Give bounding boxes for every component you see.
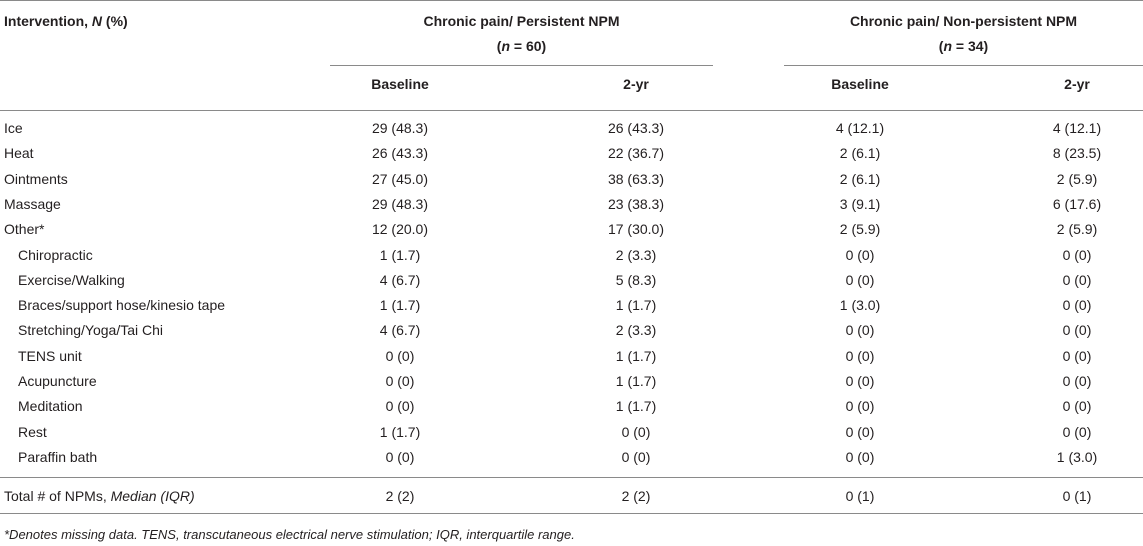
table-cell: 1 (1.7) (615, 373, 657, 389)
row-label: Meditation (18, 398, 83, 414)
table-cell: 0 (0) (1062, 398, 1092, 414)
row-label: Rest (18, 424, 47, 440)
table-cell: 0 (0) (385, 373, 415, 389)
table-cell: 0 (0) (1062, 348, 1092, 364)
table-cell: 0 (0) (385, 449, 415, 465)
table-cell: 0 (0) (621, 424, 651, 440)
table-cell: 2 (6.1) (839, 171, 881, 187)
group2-underline (784, 65, 1143, 66)
col-baseline-1: Baseline (371, 76, 429, 92)
row-label: TENS unit (18, 348, 82, 364)
table-cell: 4 (6.7) (379, 272, 421, 288)
footnote: *Denotes missing data. TENS, transcutane… (4, 527, 575, 542)
table-cell: 0 (0) (845, 322, 875, 338)
row-label: Ice (4, 120, 23, 136)
table-cell: 29 (48.3) (371, 196, 429, 212)
table-cell: 0 (0) (1062, 247, 1092, 263)
table-cell: 8 (23.5) (1052, 145, 1102, 161)
row-label: Paraffin bath (18, 449, 98, 465)
table-cell: 4 (12.1) (835, 120, 885, 136)
group1-underline (330, 65, 713, 66)
table-cell: 12 (20.0) (371, 221, 429, 237)
table-cell: 26 (43.3) (607, 120, 665, 136)
table-cell: 0 (0) (845, 247, 875, 263)
table-cell: 29 (48.3) (371, 120, 429, 136)
table-cell: 17 (30.0) (607, 221, 665, 237)
row-label: Exercise/Walking (18, 272, 125, 288)
total-cell: 0 (1) (845, 488, 875, 504)
row-label: Ointments (4, 171, 68, 187)
table-cell: 1 (1.7) (379, 297, 421, 313)
total-cell: 2 (2) (621, 488, 651, 504)
total-label: Total # of NPMs, Median (IQR) (4, 488, 195, 504)
table-cell: 2 (5.9) (1056, 171, 1098, 187)
table-cell: 22 (36.7) (607, 145, 665, 161)
table-cell: 0 (0) (1062, 297, 1092, 313)
table-cell: 27 (45.0) (371, 171, 429, 187)
table-cell: 1 (3.0) (839, 297, 881, 313)
col-2yr-1: 2-yr (623, 76, 649, 92)
table-cell: 2 (5.9) (1056, 221, 1098, 237)
header-bottom-rule (0, 110, 1143, 111)
table-cell: 0 (0) (385, 348, 415, 364)
table-cell: 1 (3.0) (1056, 449, 1098, 465)
table-cell: 0 (0) (845, 373, 875, 389)
table-cell: 1 (1.7) (379, 247, 421, 263)
table-cell: 2 (3.3) (615, 247, 657, 263)
total-top-rule (0, 477, 1143, 478)
table-cell: 1 (1.7) (615, 398, 657, 414)
table-cell: 38 (63.3) (607, 171, 665, 187)
table-cell: 0 (0) (845, 424, 875, 440)
table-cell: 0 (0) (1062, 424, 1092, 440)
row-label: Heat (4, 145, 34, 161)
table-bottom-rule (0, 513, 1143, 514)
group2-n-text: (n = 34) (938, 38, 989, 54)
intervention-header: Intervention, N (%) (4, 13, 128, 29)
col-2yr-2: 2-yr (1064, 76, 1090, 92)
table-cell: 5 (8.3) (615, 272, 657, 288)
table-cell: 1 (1.7) (615, 348, 657, 364)
table-cell: 0 (0) (845, 272, 875, 288)
table-cell: 23 (38.3) (607, 196, 665, 212)
col-baseline-2: Baseline (831, 76, 889, 92)
row-label: Stretching/Yoga/Tai Chi (18, 322, 164, 338)
group1-n-text: (n = 60) (496, 38, 547, 54)
table-cell: 2 (3.3) (615, 322, 657, 338)
table-cell: 2 (5.9) (839, 221, 881, 237)
table-cell: 0 (0) (1062, 272, 1092, 288)
group2-title: Chronic pain/ Non-persistent NPM (849, 13, 1078, 29)
row-label: Braces/support hose/kinesio tape (18, 297, 226, 313)
table-cell: 26 (43.3) (371, 145, 429, 161)
table-cell: 0 (0) (1062, 373, 1092, 389)
total-cell: 0 (1) (1062, 488, 1092, 504)
table-cell: 0 (0) (845, 348, 875, 364)
group2-n: (n = 34) (784, 38, 1143, 55)
group1-title: Chronic pain/ Persistent NPM (423, 13, 620, 29)
table-cell: 4 (6.7) (379, 322, 421, 338)
row-label: Massage (4, 196, 61, 212)
table-cell: 6 (17.6) (1052, 196, 1102, 212)
total-cell: 2 (2) (385, 488, 415, 504)
row-label: Chiropractic (18, 247, 93, 263)
table-cell: 0 (0) (1062, 322, 1092, 338)
table-cell: 2 (6.1) (839, 145, 881, 161)
table-cell: 3 (9.1) (839, 196, 881, 212)
table-cell: 1 (1.7) (615, 297, 657, 313)
row-label: Acupuncture (18, 373, 97, 389)
table-cell: 1 (1.7) (379, 424, 421, 440)
table-cell: 0 (0) (845, 449, 875, 465)
table-cell: 0 (0) (385, 398, 415, 414)
intervention-n: N (91, 13, 103, 29)
group1-n: (n = 60) (330, 38, 713, 55)
table-cell: 4 (12.1) (1052, 120, 1102, 136)
top-rule (0, 0, 1143, 1)
table-cell: 0 (0) (621, 449, 651, 465)
table-cell: 0 (0) (845, 398, 875, 414)
row-label: Other* (4, 221, 45, 237)
